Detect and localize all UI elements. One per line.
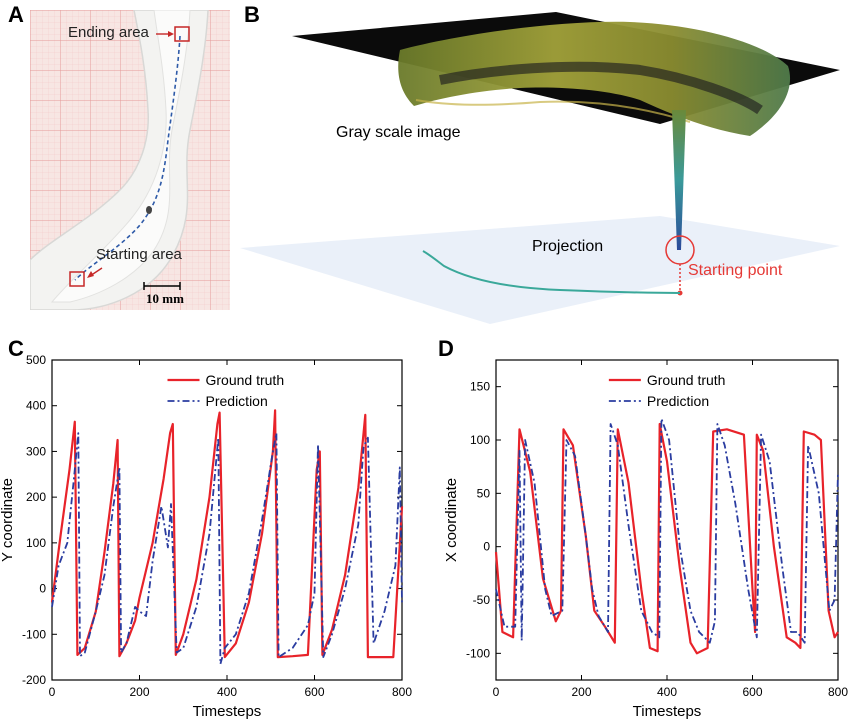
x-tick-label-c: 400 <box>217 685 237 699</box>
y-tick-label-c: 100 <box>26 536 46 550</box>
y-tick-label-d: 0 <box>483 540 490 554</box>
y-tick-label-c: 0 <box>39 582 46 596</box>
x-tick-label-d: 400 <box>657 685 677 699</box>
panel-b-letter: B <box>244 2 260 27</box>
terrain-surface <box>398 21 791 137</box>
x-tick-label-c: 200 <box>129 685 149 699</box>
legend-label-d: Ground truth <box>647 372 726 388</box>
ending-area-box <box>174 26 190 42</box>
starting-area-label: Starting area <box>96 246 182 263</box>
y-tick-label-d: 100 <box>470 433 490 447</box>
y-tick-label-d: -100 <box>466 646 490 660</box>
ending-area-label: Ending area <box>68 24 149 41</box>
y-tick-label-d: 150 <box>470 380 490 394</box>
chart-c: 0 200 400 600 800 -200 -100 0 100 200 300 400 500 Tim… <box>0 353 412 720</box>
channel-outer <box>30 10 209 310</box>
x-axis-label-d: Timesteps <box>633 703 702 720</box>
starting-point-label: Starting point <box>688 262 783 279</box>
x-tick-label-c: 800 <box>392 685 412 699</box>
projection-label: Projection <box>532 238 604 255</box>
x-tick-label-d: 800 <box>828 685 848 699</box>
panel-c-letter: C <box>8 336 24 361</box>
y-tick-label-d: 50 <box>477 486 491 500</box>
y-tick-label-c: 200 <box>26 490 46 504</box>
y-tick-label-c: -100 <box>22 627 46 641</box>
x-tick-label-d: 200 <box>571 685 591 699</box>
gray-scale-label: Gray scale image <box>336 124 461 141</box>
x-axis-label-c: Timesteps <box>193 703 262 720</box>
projection-plane <box>240 216 840 324</box>
x-tick-label-c: 0 <box>49 685 56 699</box>
channel-inner <box>50 10 191 303</box>
panel-b-3d-visualization <box>240 12 840 324</box>
x-tick-label-d: 600 <box>742 685 762 699</box>
scale-bar-label: 10 mm <box>146 291 184 306</box>
series-line-c-ground-truth <box>50 409 404 659</box>
panel-d-letter: D <box>438 336 454 361</box>
y-tick-label-c: -200 <box>22 673 46 687</box>
panel-a-photo <box>30 10 230 310</box>
legend-label-c: Ground truth <box>206 372 285 388</box>
y-axis-label-d: X coordinate <box>443 478 460 562</box>
trajectory-dashed-line <box>74 35 181 281</box>
starting-spike <box>672 110 686 250</box>
x-tick-label-c: 600 <box>304 685 324 699</box>
y-tick-label-c: 500 <box>26 353 46 367</box>
starting-area-box <box>69 271 85 287</box>
x-tick-label-d: 0 <box>493 685 500 699</box>
series-line-d-ground-truth <box>494 422 839 655</box>
series-line-d-prediction <box>495 417 839 644</box>
y-tick-label-d: -50 <box>473 593 491 607</box>
y-tick-label-c: 300 <box>26 444 46 458</box>
series-line-c-prediction <box>51 432 403 665</box>
panel-a-letter: A <box>8 2 24 27</box>
legend-label-c: Prediction <box>206 393 268 409</box>
projected-trajectory <box>422 250 681 294</box>
y-tick-label-c: 400 <box>26 399 46 413</box>
y-axis-label-c: Y coordinate <box>0 478 16 562</box>
legend-label-d: Prediction <box>647 393 709 409</box>
chart-d: 0 200 400 600 800 -100 -50 0 50 100 150 Timesteps X … <box>443 359 848 720</box>
